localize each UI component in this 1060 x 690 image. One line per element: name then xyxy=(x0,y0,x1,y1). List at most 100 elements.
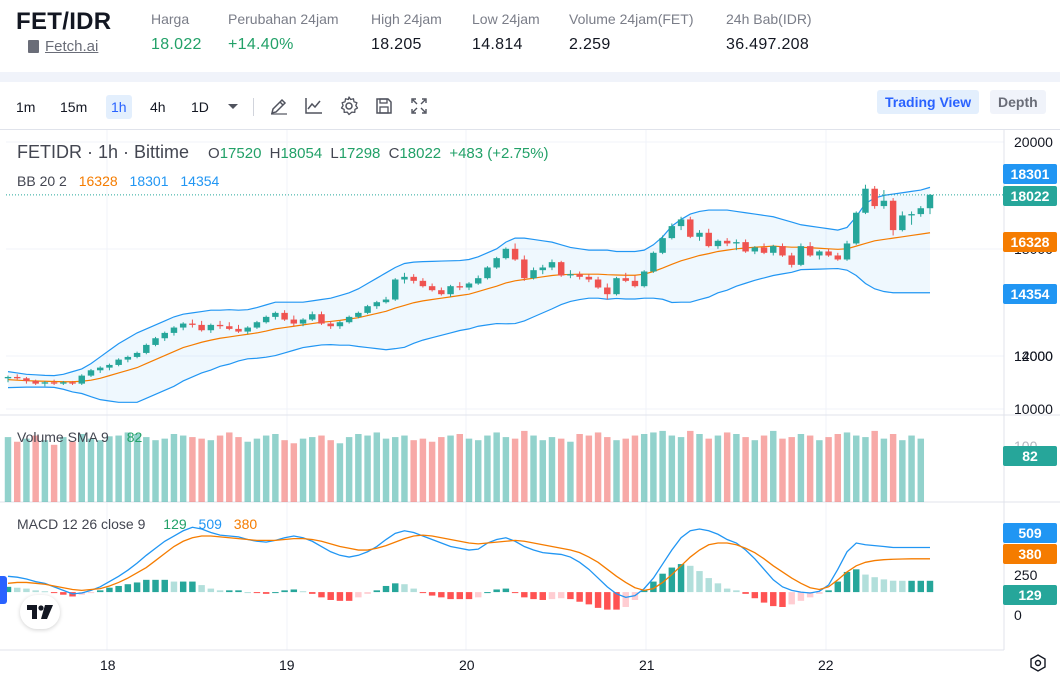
macd-histogram-bar xyxy=(788,592,795,605)
macd-legend[interactable]: MACD 12 26 close 9 129 509 380 xyxy=(17,516,257,532)
volume-bar xyxy=(262,435,270,502)
volume-bar xyxy=(668,435,676,502)
change-value: +483 (+2.75%) xyxy=(449,145,549,162)
tradingview-logo-icon[interactable] xyxy=(20,595,60,629)
timeframe-4h[interactable]: 4h xyxy=(150,99,166,115)
macd-histogram-bar xyxy=(834,581,842,593)
tab-depth[interactable]: Depth xyxy=(990,90,1046,114)
macd-histogram-bar xyxy=(428,592,436,596)
bb-legend[interactable]: BB 20 2 16328 18301 14354 xyxy=(17,173,219,189)
volume-bar xyxy=(4,437,12,502)
macd-histogram-bar xyxy=(687,565,694,593)
candle-body xyxy=(373,302,381,307)
macd-histogram-bar xyxy=(32,590,39,593)
volume-bar xyxy=(557,438,565,502)
macd-histogram-bar xyxy=(133,582,141,593)
candle-body xyxy=(124,356,132,360)
indicator-icon[interactable] xyxy=(303,95,325,117)
candle-body xyxy=(198,324,205,331)
macd-histogram-bar xyxy=(419,592,427,594)
price-tick-12000: 12000 xyxy=(1014,348,1053,364)
candle-body xyxy=(650,252,657,272)
macd-histogram-bar xyxy=(438,592,445,598)
macd-hist-tag: 129 xyxy=(1003,585,1057,605)
volume-bar xyxy=(198,438,205,502)
volume-bar xyxy=(69,441,76,502)
timeframe-1d[interactable]: 1D xyxy=(191,99,209,115)
candle-body xyxy=(133,352,141,357)
macd-histogram-bar xyxy=(502,588,510,593)
candle-body xyxy=(659,238,666,253)
volume-bar xyxy=(179,435,187,502)
volume-bar xyxy=(843,432,851,502)
macd-histogram-bar xyxy=(355,592,362,598)
volume-bar xyxy=(521,430,528,502)
candle-body xyxy=(668,226,676,239)
stat-volume-24h: Volume 24jam(FET) 2.259 xyxy=(569,11,693,54)
macd-histogram-bar xyxy=(825,590,832,593)
candle-body xyxy=(899,215,906,231)
project-link[interactable]: Fetch.ai xyxy=(28,38,98,55)
volume-legend[interactable]: Volume SMA 9 82 xyxy=(17,429,142,445)
draw-icon[interactable] xyxy=(268,95,290,117)
macd-histogram-bar xyxy=(843,571,851,593)
volume-bar xyxy=(170,434,178,502)
chart-settings-icon[interactable] xyxy=(1029,654,1047,672)
volume-bar xyxy=(511,438,519,502)
timeframe-1m[interactable]: 1m xyxy=(16,99,36,115)
volume-bar xyxy=(410,440,417,502)
gear-icon[interactable] xyxy=(338,95,360,117)
macd-histogram-bar xyxy=(484,592,491,594)
macd-histogram-bar xyxy=(926,580,934,593)
volume-bar xyxy=(816,440,823,502)
candle-body xyxy=(87,370,95,376)
macd-label: MACD 12 26 close 9 xyxy=(17,516,146,532)
macd-histogram-bar xyxy=(447,592,454,600)
volume-bar xyxy=(345,437,353,502)
volume-bar xyxy=(87,438,95,502)
candle-body xyxy=(235,328,242,332)
macd-histogram-bar xyxy=(456,592,464,600)
candle-body xyxy=(456,286,464,288)
macd-signal-line xyxy=(7,534,930,592)
candle-body xyxy=(853,212,860,244)
macd-tick: 250 xyxy=(1014,567,1038,583)
volume-bar xyxy=(742,437,749,502)
volume-bar xyxy=(871,430,878,502)
candle-body xyxy=(262,316,270,323)
fullscreen-icon[interactable] xyxy=(408,95,430,117)
volume-bar xyxy=(50,444,58,502)
candle-body xyxy=(484,267,491,279)
macd-histogram-bar xyxy=(253,592,261,594)
volume-bar xyxy=(438,437,445,502)
timeframe-1h[interactable]: 1h xyxy=(106,95,132,119)
chevron-down-icon[interactable] xyxy=(222,95,244,117)
price-chart[interactable] xyxy=(0,130,1060,690)
volume-bar xyxy=(428,441,436,502)
tab-trading-view[interactable]: Trading View xyxy=(877,90,980,114)
volume-bar xyxy=(650,432,657,502)
timeframe-15m[interactable]: 15m xyxy=(60,99,88,115)
volume-bar xyxy=(78,434,85,502)
volume-bar xyxy=(161,438,168,502)
volume-bar xyxy=(696,434,703,502)
macd-histogram-bar xyxy=(216,590,224,593)
volume-bar xyxy=(32,435,39,502)
ohlc-values: O17520 H18054 L17298 C18022 +483 (+2.75%… xyxy=(208,145,549,162)
chart-area[interactable]: FETIDR · 1h · Bittime O17520 H18054 L172… xyxy=(0,130,1060,690)
macd-line-value: 509 xyxy=(198,516,222,532)
stat-change-24h: Perubahan 24jam +14.40% xyxy=(228,11,339,54)
candle-body xyxy=(733,242,740,244)
volume-bar xyxy=(714,435,722,502)
candle-body xyxy=(705,232,712,247)
volume-bar xyxy=(788,437,795,502)
macd-histogram-bar xyxy=(152,579,159,593)
candle-body xyxy=(502,248,510,259)
save-icon[interactable] xyxy=(373,95,395,117)
header-separator xyxy=(0,72,1060,82)
macd-histogram-bar xyxy=(530,592,537,600)
scroll-handle[interactable] xyxy=(0,576,7,604)
macd-histogram-bar xyxy=(465,592,473,600)
candle-body xyxy=(143,344,150,353)
macd-histogram-bar xyxy=(327,592,334,600)
